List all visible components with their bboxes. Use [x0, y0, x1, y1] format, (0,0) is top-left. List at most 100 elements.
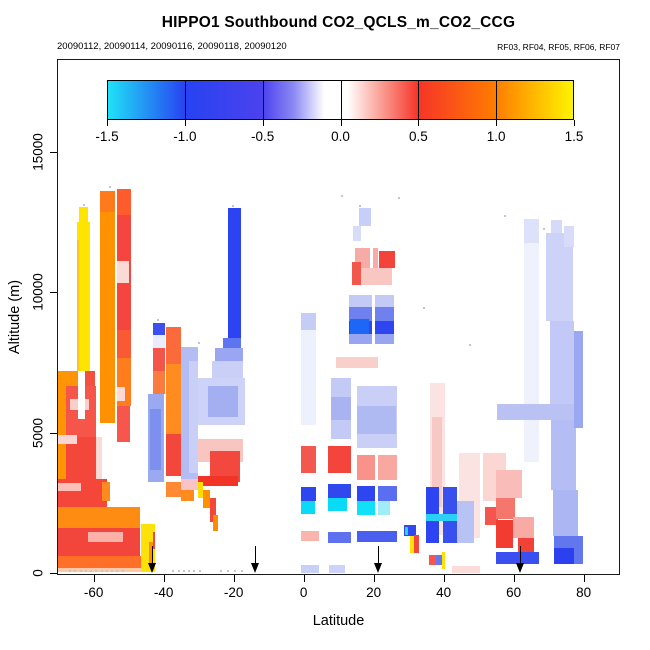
- track-dot: [177, 570, 180, 573]
- heatmap-cell: [301, 446, 317, 474]
- track-dot: [95, 570, 98, 573]
- colorbar-tick-mark: [107, 120, 108, 126]
- colorbar-legend: -1.5 -1.0 -0.5 0.0 0.5 1.0 1.5: [95, 80, 583, 150]
- track-dot: [198, 570, 201, 573]
- x-tick-label: -60: [83, 585, 104, 600]
- heatmap-cell: [496, 470, 522, 499]
- heatmap-cell: [203, 490, 211, 509]
- heatmap-cell: [301, 487, 317, 502]
- down-arrow-icon: [519, 546, 522, 566]
- heatmap-cell: [484, 506, 499, 526]
- x-tick-label: 20: [366, 585, 382, 600]
- track-dot: [469, 343, 472, 346]
- heatmap-cell: [301, 501, 316, 514]
- heatmap-cell: [99, 190, 115, 423]
- track-dot: [503, 215, 506, 218]
- heatmap-cell: [496, 498, 515, 520]
- heatmap-cell: [377, 454, 397, 481]
- heatmap-cell: [213, 515, 218, 531]
- heatmap-cell: [96, 436, 102, 479]
- x-tick-label: 60: [506, 585, 522, 600]
- x-tick-label: 80: [576, 585, 592, 600]
- heatmap-cell: [76, 239, 80, 371]
- track-dot: [232, 204, 235, 207]
- heatmap-cell: [377, 501, 391, 516]
- x-tick-label: 40: [436, 585, 452, 600]
- x-tick-mark: [373, 575, 375, 582]
- heatmap-cell: [148, 541, 154, 564]
- track-dot: [197, 342, 200, 345]
- track-dot: [100, 570, 103, 573]
- track-dot: [182, 570, 185, 573]
- heatmap-cell: [58, 506, 141, 528]
- track-dot: [233, 570, 236, 573]
- x-axis-title: Latitude: [312, 613, 365, 629]
- heatmap-cell: [208, 386, 239, 417]
- colorbar-tick-mark: [340, 120, 342, 126]
- down-arrow-icon: [377, 546, 380, 566]
- heatmap-cell: [166, 481, 181, 498]
- heatmap-cell: [66, 436, 99, 479]
- colorbar-tick-mark: [496, 120, 498, 126]
- heatmap-cell: [180, 490, 195, 502]
- track-dot: [359, 205, 361, 208]
- down-arrow-icon: [254, 546, 257, 566]
- heatmap-cell: [78, 206, 88, 222]
- heatmap-cell: [497, 404, 583, 420]
- colorbar-tick-label: 1.5: [564, 129, 584, 144]
- track-dot: [397, 196, 400, 199]
- x-tick-label: 0: [299, 585, 308, 600]
- colorbar-tick-line: [418, 80, 420, 120]
- heatmap-cell: [523, 218, 540, 243]
- heatmap-cell: [404, 526, 409, 535]
- heatmap-cell: [377, 485, 397, 502]
- heatmap-cell: [101, 481, 111, 502]
- track-dot: [84, 570, 87, 573]
- heatmap-cell: [58, 556, 144, 569]
- heatmap-cell: [442, 551, 445, 570]
- track-dot: [74, 570, 77, 573]
- heatmap-cell: [349, 318, 369, 335]
- page-title: HIPPO1 Southbound CO2_QCLS_m_CO2_CCG: [161, 14, 516, 31]
- track-dot: [111, 570, 114, 573]
- heatmap-cell: [357, 530, 397, 542]
- heatmap-cell: [549, 321, 575, 405]
- x-tick-label: -40: [153, 585, 174, 600]
- heatmap-cell: [428, 554, 436, 566]
- down-arrow-icon: [151, 546, 154, 566]
- colorbar-tick-label: 1.0: [486, 129, 506, 144]
- heatmap-cell: [197, 481, 204, 499]
- heatmap-cell: [116, 189, 131, 215]
- subtitle-flights: RF03, RF04, RF05, RF06, RF07: [497, 42, 620, 52]
- track-dot: [226, 570, 229, 573]
- heatmap-cell: [372, 294, 376, 344]
- colorbar-tick-mark: [184, 120, 186, 126]
- x-tick-mark: [163, 575, 165, 582]
- heatmap-cell: [77, 370, 85, 419]
- heatmap-cell: [301, 312, 317, 330]
- heatmap-cell: [551, 419, 576, 490]
- heatmap-cell: [228, 207, 241, 339]
- colorbar-tick-label: -1.5: [95, 129, 119, 144]
- track-dot: [543, 227, 546, 230]
- heatmap-cell: [330, 397, 351, 420]
- heatmap-cell: [551, 220, 562, 233]
- track-dot: [105, 570, 108, 573]
- heatmap-cell: [348, 334, 394, 344]
- heatmap-cell: [152, 335, 165, 349]
- heatmap-cell: [369, 248, 373, 285]
- track-dot: [90, 570, 93, 573]
- heatmap-cell: [210, 498, 217, 523]
- y-tick-mark: [50, 432, 57, 434]
- track-dot: [172, 570, 175, 573]
- heatmap-cell: [152, 322, 165, 336]
- track-dot: [423, 306, 426, 309]
- heatmap-cell: [58, 370, 79, 387]
- colorbar-tick-label: 0.0: [331, 129, 350, 144]
- track-dot: [69, 570, 72, 573]
- heatmap-cell: [574, 331, 583, 429]
- heatmap-cell: [352, 225, 362, 242]
- track-dot: [219, 570, 222, 573]
- x-tick-mark: [583, 575, 585, 582]
